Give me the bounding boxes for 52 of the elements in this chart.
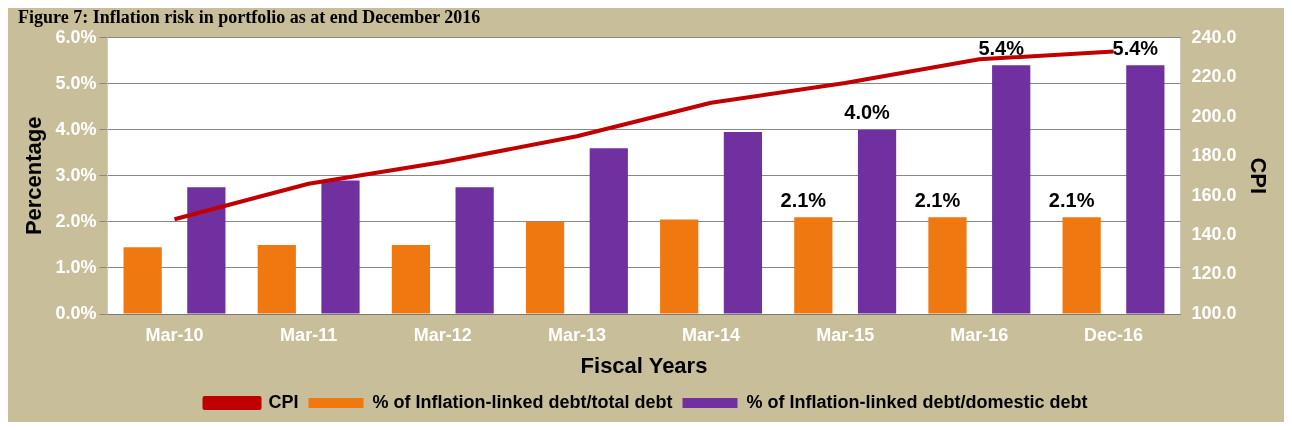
bar bbox=[794, 217, 833, 314]
legend-label: % of Inflation-linked debt/domestic debt bbox=[746, 391, 1088, 412]
x-tick-label: Mar-15 bbox=[816, 324, 875, 345]
x-tick-label: Mar-11 bbox=[280, 324, 338, 345]
y2-axis-title: CPI bbox=[1245, 157, 1271, 195]
y-tick-label: 4.0% bbox=[55, 118, 97, 139]
bar bbox=[391, 244, 431, 314]
bar bbox=[123, 247, 162, 314]
bar bbox=[257, 244, 296, 314]
y-tick-label: 1.0% bbox=[55, 256, 97, 277]
y2-tick-label: 240.0 bbox=[1191, 26, 1237, 47]
data-label: 5.4% bbox=[978, 36, 1025, 59]
data-label: 2.1% bbox=[1048, 188, 1095, 211]
data-label: 2.1% bbox=[780, 188, 827, 211]
y-tick-label: 5.0% bbox=[55, 72, 97, 93]
y2-tick-label: 160.0 bbox=[1191, 184, 1237, 205]
bar bbox=[723, 132, 763, 314]
x-tick-label: Mar-16 bbox=[950, 324, 1009, 345]
legend-label: CPI bbox=[268, 391, 299, 412]
y2-tick-label: 220.0 bbox=[1191, 66, 1237, 87]
y2-tick-label: 200.0 bbox=[1191, 105, 1237, 126]
bar bbox=[928, 217, 967, 314]
y2-tick-label: 140.0 bbox=[1191, 224, 1237, 244]
bar bbox=[660, 219, 699, 314]
bar bbox=[1126, 65, 1165, 314]
data-label: 4.0% bbox=[844, 101, 891, 124]
bar bbox=[525, 221, 565, 314]
bar bbox=[1062, 217, 1101, 314]
data-label: 2.1% bbox=[914, 188, 961, 211]
x-tick-label: Mar-14 bbox=[682, 324, 741, 345]
y2-tick-label: 100.0 bbox=[1191, 302, 1237, 323]
y-tick-label: 3.0% bbox=[55, 164, 97, 185]
y2-tick-label: 120.0 bbox=[1191, 263, 1237, 284]
bar bbox=[857, 129, 897, 314]
bar bbox=[187, 187, 226, 314]
data-label: 5.4% bbox=[1112, 36, 1159, 59]
legend-label: % of Inflation-linked debt/total debt bbox=[372, 391, 673, 412]
y2-tick-label: 180.0 bbox=[1191, 145, 1237, 166]
x-tick-label: Dec-16 bbox=[1083, 324, 1144, 345]
y-tick-label: 0.0% bbox=[55, 302, 97, 323]
chart-title: Figure 7: Inflation risk in portfolio as at end December 2016 bbox=[18, 7, 481, 28]
bar bbox=[589, 148, 628, 314]
x-tick-label: Mar-12 bbox=[413, 324, 472, 345]
x-tick-label: Mar-13 bbox=[547, 324, 606, 345]
y-tick-label: 6.0% bbox=[55, 26, 97, 47]
bar bbox=[321, 180, 360, 314]
y-axis-title: Percentage bbox=[21, 116, 47, 236]
y-tick-label: 2.0% bbox=[55, 210, 97, 231]
x-tick-label: Mar-10 bbox=[145, 324, 204, 345]
bar bbox=[455, 187, 494, 314]
x-axis-title: Fiscal Years bbox=[580, 352, 708, 378]
bar bbox=[992, 65, 1031, 314]
